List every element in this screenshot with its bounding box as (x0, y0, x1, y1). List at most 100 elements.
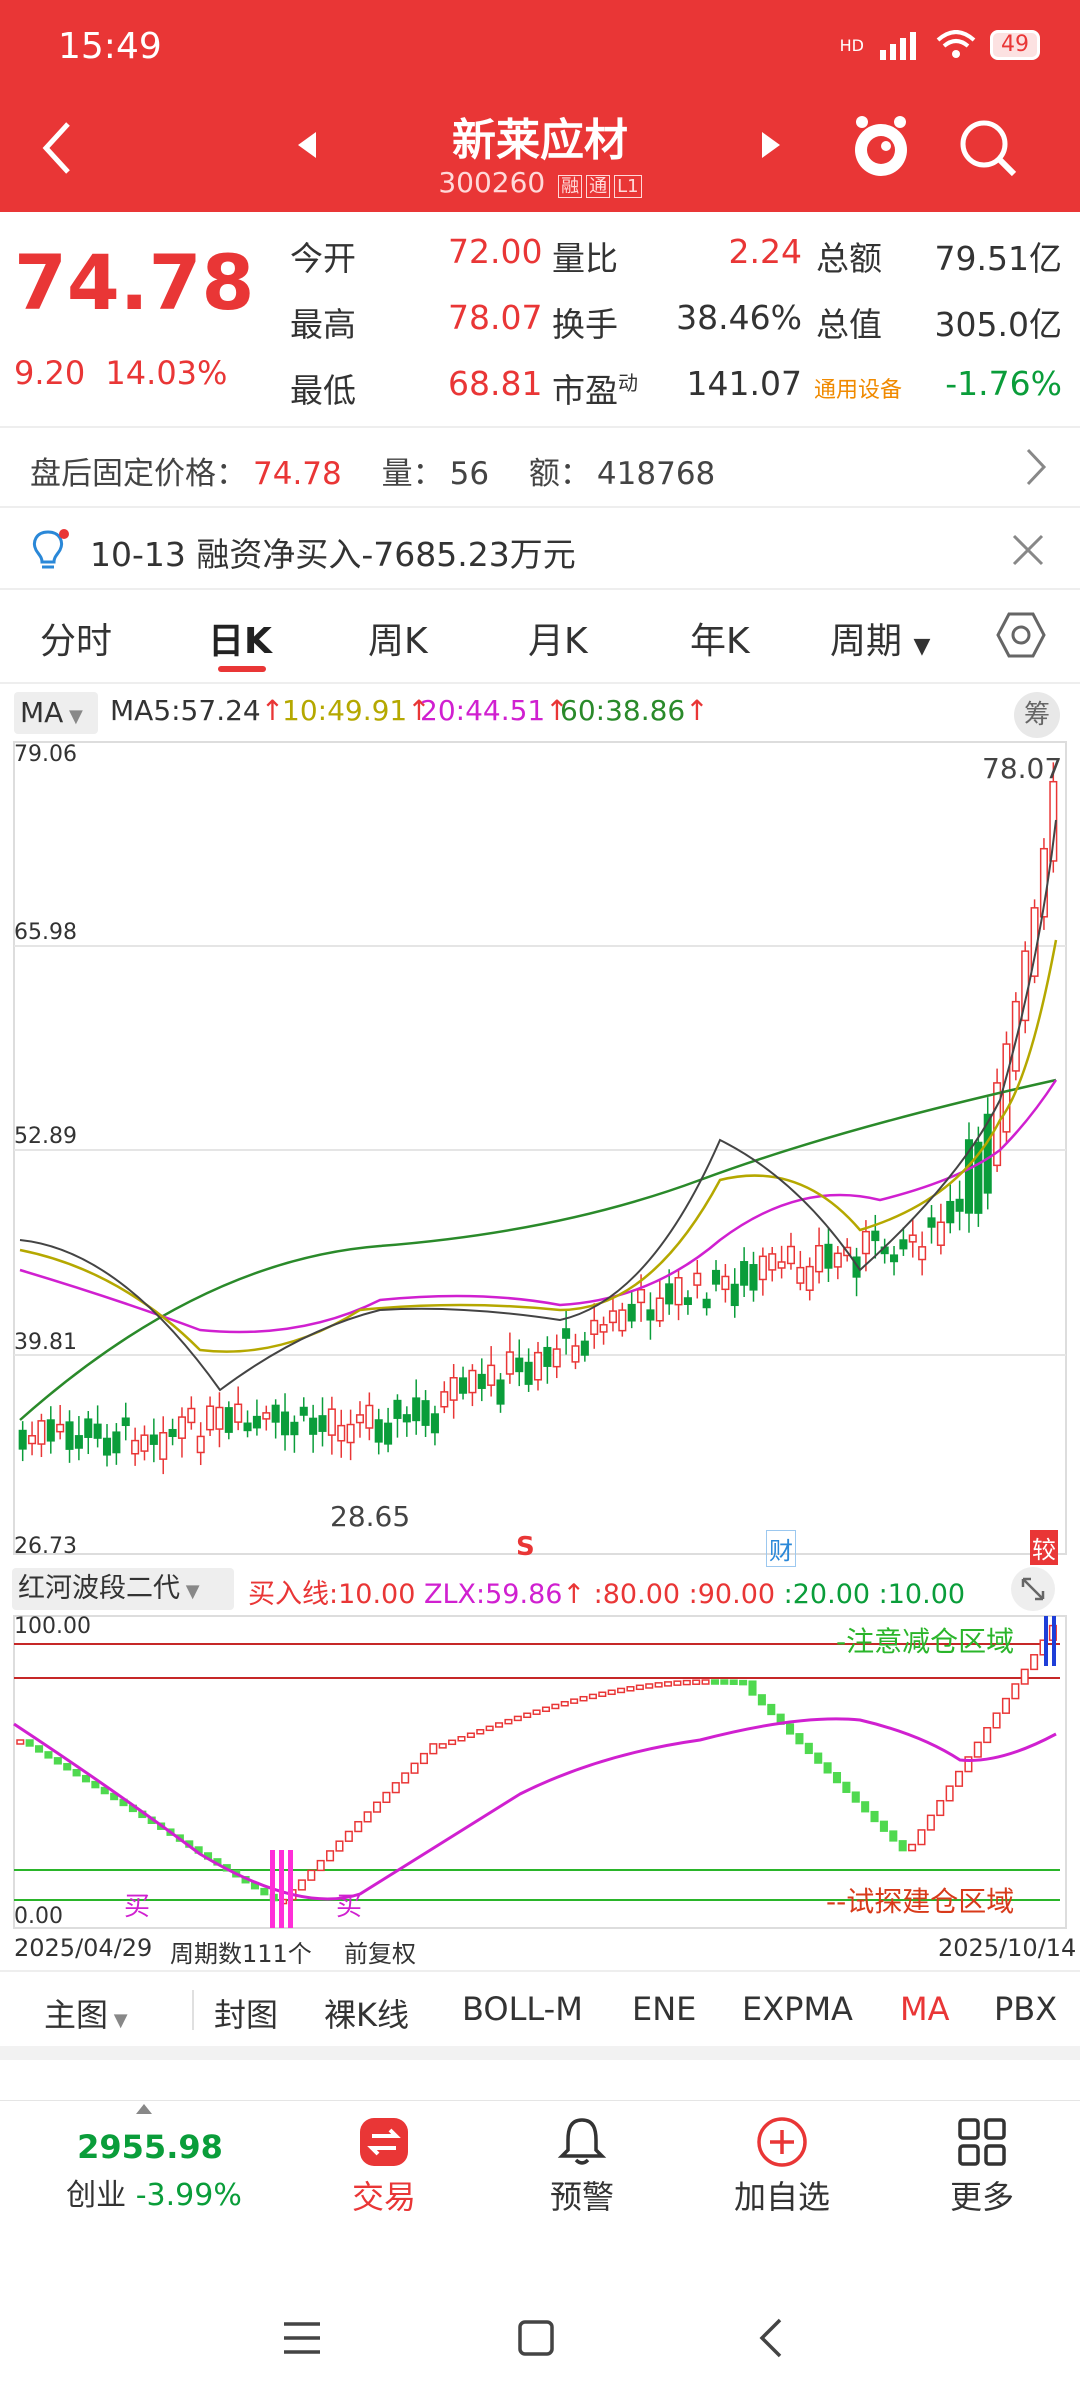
candle-body (655, 1297, 664, 1322)
grid-more-icon[interactable] (956, 2116, 1008, 2168)
indicator-tab-fengtu[interactable]: 封图 (214, 1996, 279, 2034)
candle-body (815, 1244, 824, 1273)
bell-icon[interactable] (556, 2116, 608, 2168)
indicator-chart[interactable] (0, 1614, 1080, 1934)
indicator-tab-expma[interactable]: EXPMA (742, 1990, 853, 2028)
candle-body (234, 1403, 243, 1423)
candle-body (627, 1303, 636, 1322)
index-value[interactable]: 2955.98 (77, 2128, 223, 2166)
finance-mark[interactable]: 财 (766, 1530, 796, 1567)
date-start: 2025/04/29 (14, 1934, 153, 1962)
candlesticks (18, 762, 1058, 1475)
kline-chart[interactable] (0, 740, 1080, 1560)
pe-value: 141.07 (686, 364, 802, 403)
nav-add-watchlist[interactable]: 加自选 (733, 2178, 830, 2216)
main-chart-selector[interactable]: 主图 ▼ (44, 1990, 128, 2036)
candle-body (468, 1369, 477, 1394)
indicator-bar (504, 1718, 513, 1725)
indicator-bar (926, 1814, 935, 1831)
tab-weekly-k[interactable]: 周K (368, 621, 428, 662)
chevron-right-icon[interactable] (1024, 446, 1048, 488)
market-cap-label: 总值 (816, 305, 882, 344)
indicator-bars (16, 1624, 1057, 1905)
back-icon[interactable] (38, 118, 78, 178)
candle-body (102, 1437, 112, 1456)
tab-yearly-k[interactable]: 年K (690, 621, 750, 662)
nav-alert[interactable]: 预警 (549, 2178, 614, 2216)
candle-body (524, 1361, 533, 1385)
buy-signal-bar (279, 1850, 284, 1928)
indicator-tab-ma[interactable]: MA (900, 1990, 950, 2028)
notice-text[interactable]: 10-13 融资净买入-7685.23万元 (90, 535, 576, 574)
indicator-bar (532, 1709, 541, 1715)
add-circle-icon[interactable] (756, 2116, 808, 2168)
candle-body (131, 1439, 140, 1455)
nav-trade[interactable]: 交易 (351, 2178, 416, 2216)
ma20-value: 20:44.51↑ (420, 694, 569, 727)
next-stock-icon[interactable] (760, 130, 782, 160)
indicator-tab-pbx[interactable]: PBX (994, 1990, 1058, 2028)
candle-body (280, 1411, 290, 1436)
ma5-value: MA5:57.24↑ (110, 694, 284, 727)
indicator-bar (466, 1732, 475, 1738)
indicator-bar (795, 1733, 804, 1745)
chip-distribution-button[interactable]: 筹 (1014, 692, 1060, 738)
trade-icon[interactable] (358, 2116, 410, 2168)
candle-body (243, 1422, 252, 1432)
indicator-bar (936, 1799, 945, 1817)
indicator-name: 红河波段二代 (18, 1573, 180, 1604)
tab-period[interactable]: 周期 ▼ (830, 612, 930, 664)
prev-stock-icon[interactable] (296, 130, 318, 160)
candle-body (299, 1406, 308, 1416)
ma60-text: 60:38.86 (560, 694, 686, 727)
nav-more[interactable]: 更多 (949, 2178, 1014, 2216)
turnover-amount-label: 总额 (816, 239, 882, 278)
candle-body (28, 1435, 37, 1445)
candle-body (683, 1297, 692, 1306)
menu-icon[interactable] (282, 2318, 322, 2358)
indicator-bar (316, 1859, 325, 1872)
stock-name: 新莱应材 (452, 115, 628, 166)
settings-hex-icon[interactable] (996, 610, 1046, 660)
expand-icon[interactable] (1010, 1566, 1056, 1612)
indicator-y-bottom: 0.00 (14, 1904, 63, 1929)
system-back-icon[interactable] (756, 2316, 786, 2360)
arrow-up-icon: ↑ (260, 694, 285, 727)
candle-body (533, 1351, 543, 1381)
tag-l1: L1 (614, 175, 642, 198)
tab-intraday[interactable]: 分时 (40, 621, 113, 662)
adjust-mode[interactable]: 前复权 (344, 1940, 416, 1968)
divider (0, 682, 1080, 684)
home-icon[interactable] (516, 2318, 556, 2358)
candle-body (1011, 1000, 1020, 1072)
close-icon[interactable] (1010, 532, 1046, 568)
candle-body (449, 1377, 458, 1401)
price-change: 9.20 14.03% (14, 354, 227, 392)
buy-signal-bar (270, 1850, 275, 1928)
candle-body (946, 1200, 955, 1224)
candle-body (580, 1340, 589, 1356)
candle-body (393, 1399, 402, 1419)
high-price-marker: 78.07 (982, 752, 1063, 785)
indicator-selector[interactable]: 红河波段二代 ▼ (12, 1568, 234, 1610)
change-amount: 9.20 (14, 354, 86, 392)
index-info[interactable]: 创业 -3.99% (44, 2170, 264, 2214)
candle-body (702, 1298, 711, 1309)
indicator-bar (720, 1679, 729, 1685)
indicator-tab-boll[interactable]: BOLL-M (462, 1990, 583, 2028)
mascot-icon[interactable] (850, 112, 912, 180)
volume-ratio-label: 量比 (552, 239, 618, 278)
indicator-tab-bare-k[interactable]: 裸K线 (324, 1996, 409, 2034)
turnover-rate-value: 38.46% (676, 298, 802, 337)
tab-daily-k[interactable]: 日K (208, 621, 272, 662)
tab-monthly-k[interactable]: 月K (528, 621, 588, 662)
after-hours-row[interactable]: 盘后固定价格： 74.78 量： 56 额： 418768 (30, 448, 721, 493)
sell-mark: S (516, 1532, 535, 1562)
sector-name[interactable]: 通用设备 (814, 378, 903, 403)
buy-signal-bar (288, 1850, 293, 1928)
search-icon[interactable] (956, 116, 1020, 180)
event-mark[interactable]: 较 (1030, 1530, 1058, 1565)
indicator-tab-ene[interactable]: ENE (632, 1990, 697, 2028)
ma-selector[interactable]: MA ▼ (14, 692, 98, 734)
indicator-bar (326, 1850, 335, 1862)
